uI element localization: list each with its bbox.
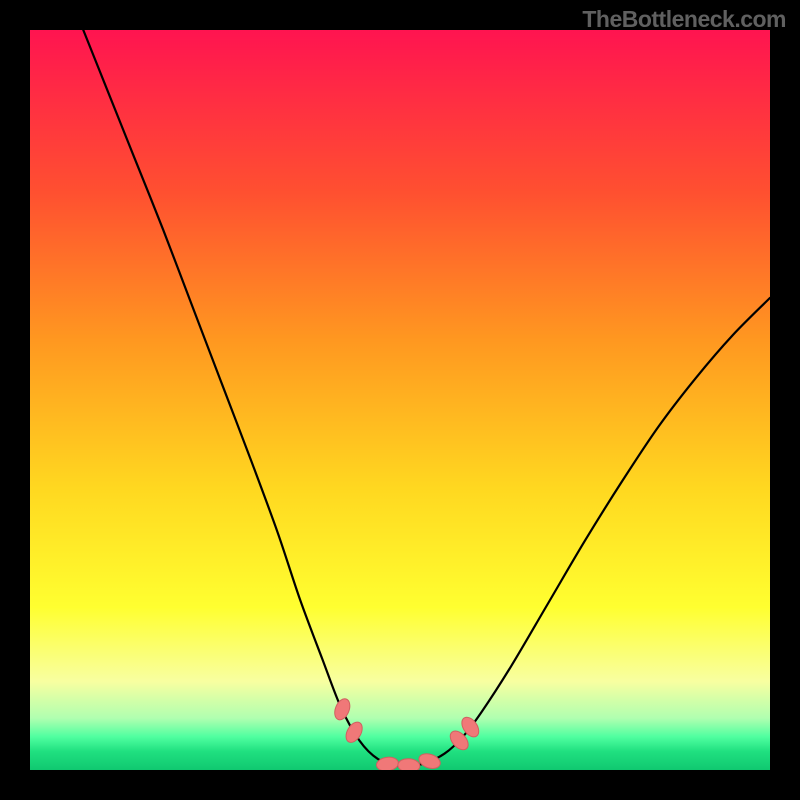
gradient-background: [30, 30, 770, 770]
chart-svg: [30, 30, 770, 770]
watermark-text: TheBottleneck.com: [582, 6, 786, 33]
chart-plot-area: [30, 30, 770, 770]
